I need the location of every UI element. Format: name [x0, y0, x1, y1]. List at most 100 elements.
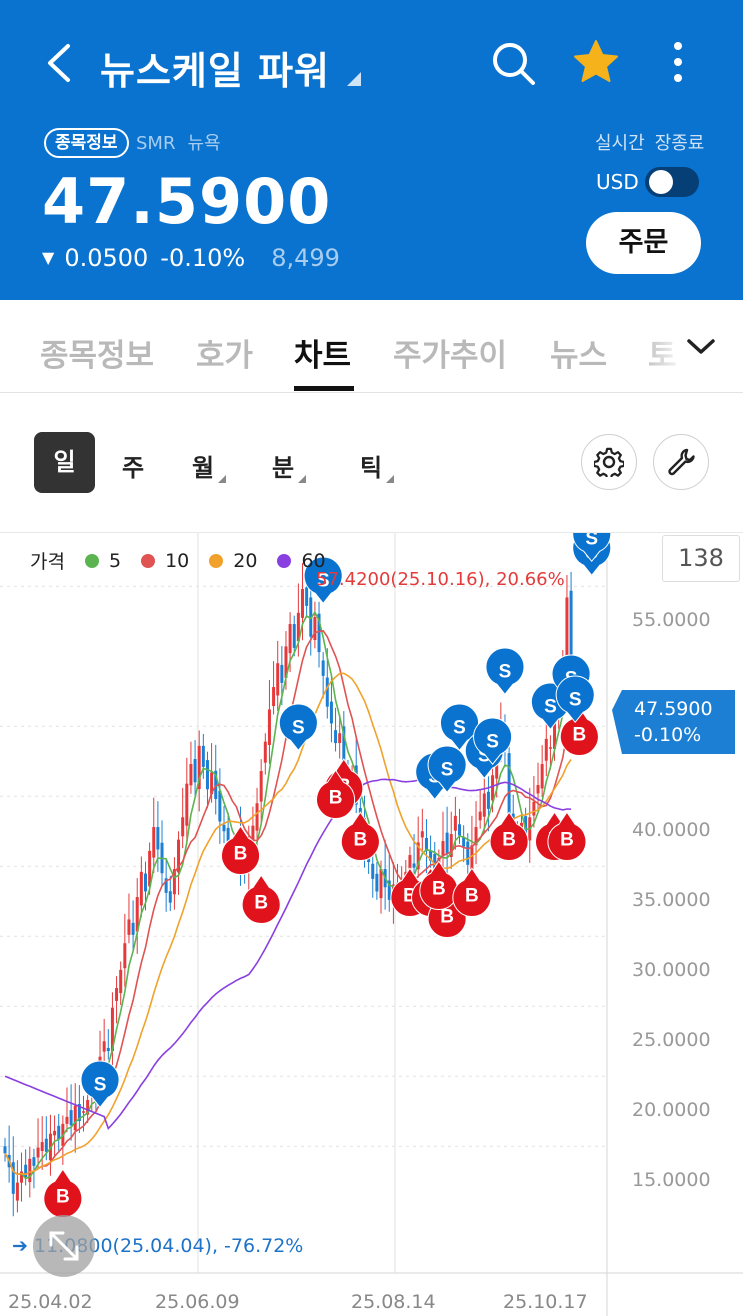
tab-chart[interactable]: 차트	[294, 338, 352, 374]
sell-marker-label: S	[569, 689, 582, 710]
current-price-value: 47.5900	[634, 698, 713, 720]
candle-body	[131, 922, 135, 935]
chart-settings-button[interactable]	[581, 434, 637, 490]
sell-marker: S	[473, 717, 513, 766]
menu-corner-icon	[386, 475, 395, 483]
favorite-button[interactable]	[570, 38, 622, 86]
candle-body	[458, 824, 462, 836]
buy-marker: B	[559, 706, 599, 756]
buy-marker: B	[316, 769, 356, 819]
chart-tools-button[interactable]	[653, 434, 709, 490]
candle-body	[309, 597, 313, 637]
candle-body	[32, 1157, 36, 1166]
search-button[interactable]	[488, 40, 538, 86]
candle-body	[478, 811, 482, 821]
candle-body	[284, 646, 288, 678]
period-day[interactable]: 일	[34, 432, 95, 493]
candle-body	[24, 1164, 28, 1178]
tabs-expand-button[interactable]	[684, 332, 718, 362]
candle-body	[53, 1130, 57, 1136]
chart-canvas[interactable]: BBBBBBBBBBBBBBBSSSSSSSSSSSSSS	[0, 533, 743, 1316]
usd-toggle[interactable]	[645, 167, 699, 197]
tab-news[interactable]: 뉴스	[550, 338, 608, 374]
candle-body	[255, 803, 259, 831]
buy-marker-shape	[221, 825, 261, 875]
current-price-tag-text: 47.5900 -0.10%	[634, 696, 713, 748]
candle-body	[296, 612, 300, 642]
candle-body	[453, 815, 457, 831]
candle-body	[441, 841, 445, 857]
candle-body	[371, 863, 375, 879]
sell-marker-shape	[80, 1060, 120, 1109]
candle-body	[412, 863, 416, 868]
candle-body	[445, 832, 449, 854]
tab-order-book[interactable]: 호가	[196, 338, 254, 374]
ticker-meta: SMR 뉴욕	[136, 129, 233, 155]
title-dropdown-icon[interactable]	[347, 72, 361, 86]
candle-body	[321, 660, 325, 676]
buy-marker-shape	[452, 867, 492, 917]
candle-body	[375, 873, 379, 892]
candle-body	[267, 709, 271, 746]
legend-ma10-dot	[141, 553, 156, 568]
buy-marker: B	[43, 1168, 83, 1218]
period-week[interactable]: 주	[122, 454, 145, 482]
stock-info-badge[interactable]: 종목정보	[44, 128, 129, 158]
candle-body	[288, 624, 292, 654]
period-month[interactable]: 월	[192, 448, 227, 483]
candle-body	[44, 1138, 48, 1152]
candle-body	[177, 839, 181, 873]
sell-marker-label: S	[292, 717, 305, 738]
buy-marker: B	[427, 888, 467, 938]
candle-body	[82, 1111, 86, 1113]
sell-marker-label: S	[453, 717, 466, 738]
back-button[interactable]	[38, 38, 84, 88]
candle-body	[86, 1100, 90, 1115]
candle-body	[565, 597, 569, 676]
down-triangle-icon: ▼	[42, 248, 55, 267]
candle-body	[73, 1105, 77, 1131]
candle-body	[276, 663, 280, 696]
period-minute[interactable]: 분	[272, 448, 307, 483]
candle-body	[342, 726, 346, 767]
stock-name[interactable]: 뉴스케일 파워	[100, 49, 330, 93]
candle-body	[466, 841, 470, 865]
candle-body	[259, 771, 263, 802]
price-change-row: ▼ 0.0500 -0.10% 8,499	[42, 244, 340, 272]
more-vertical-icon	[674, 42, 682, 82]
menu-corner-icon	[298, 475, 307, 483]
candle-body	[226, 827, 230, 847]
candle-count-box[interactable]: 138	[662, 535, 740, 582]
candle-body	[495, 757, 499, 779]
y-tick-label: 55.0000	[632, 609, 711, 631]
sell-marker-label: S	[585, 533, 598, 549]
crosshair-toggle-button[interactable]	[33, 1215, 95, 1277]
x-tick-label: 25.10.17	[503, 1291, 588, 1313]
candle-body	[408, 855, 412, 869]
period-tick[interactable]: 틱	[360, 448, 395, 483]
candle-body	[201, 745, 205, 767]
buy-marker-shape	[547, 811, 587, 861]
sell-marker: S	[80, 1060, 120, 1109]
candle-body	[433, 853, 437, 878]
candle-body	[102, 1041, 106, 1052]
buy-marker-label: B	[353, 829, 367, 850]
candle-body	[218, 790, 222, 822]
buy-marker-label: B	[329, 787, 343, 808]
more-menu-button[interactable]	[662, 38, 692, 86]
chart-legend: 가격 5 10 20 60	[30, 547, 326, 574]
buy-marker: B	[241, 874, 281, 924]
candle-body	[334, 730, 338, 744]
y-tick-label: 40.0000	[632, 819, 711, 841]
price-chart[interactable]: BBBBBBBBBBBBBBBSSSSSSSSSSSSSS 가격 5 10 20…	[0, 533, 743, 1316]
candle-body	[416, 842, 420, 870]
y-tick-label: 30.0000	[632, 959, 711, 981]
ma20-line	[4, 672, 572, 1176]
sell-marker-label: S	[317, 570, 330, 591]
y-tick-label: 20.0000	[632, 1099, 711, 1121]
current-price-pct: -0.10%	[634, 724, 702, 746]
tab-stock-info[interactable]: 종목정보	[40, 338, 155, 374]
order-button[interactable]: 주문	[586, 212, 701, 274]
tab-price-trend[interactable]: 주가추이	[393, 338, 508, 374]
buy-marker-label: B	[440, 906, 454, 927]
